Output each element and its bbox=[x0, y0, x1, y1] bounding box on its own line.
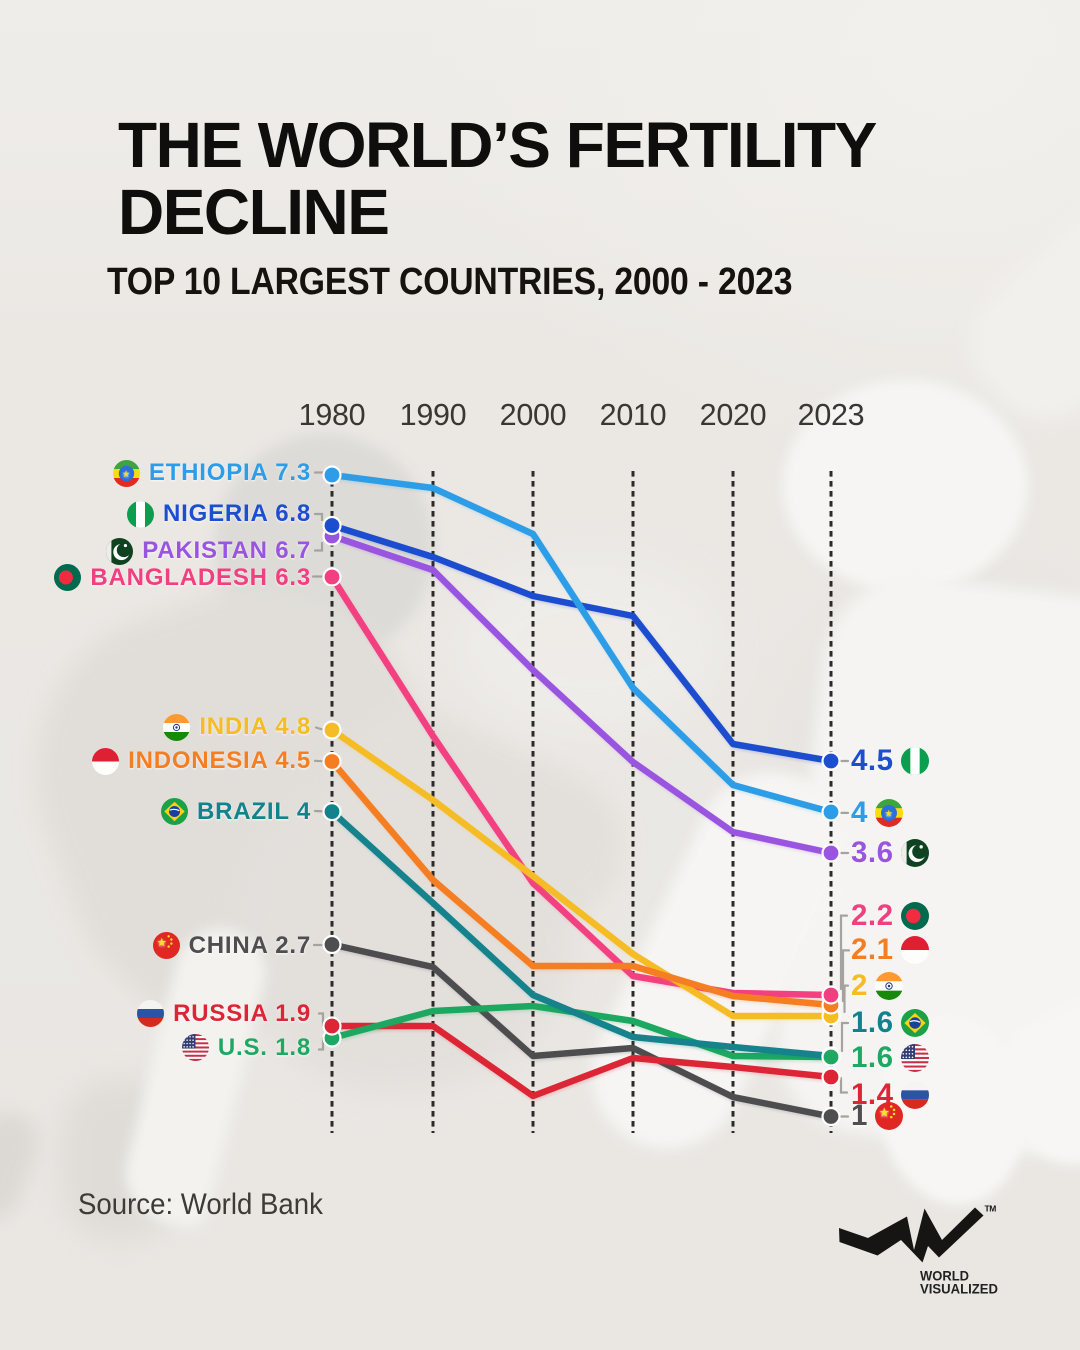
svg-text:1980: 1980 bbox=[299, 398, 366, 432]
svg-text:1990: 1990 bbox=[400, 398, 467, 432]
svg-text:2020: 2020 bbox=[700, 398, 767, 432]
svg-text:2010: 2010 bbox=[600, 398, 667, 432]
svg-text:WORLD: WORLD bbox=[920, 1268, 969, 1284]
svg-text:2023: 2023 bbox=[798, 398, 865, 432]
svg-text:TM: TM bbox=[985, 1204, 997, 1214]
svg-text:2000: 2000 bbox=[500, 398, 567, 432]
svg-text:★: ★ bbox=[122, 469, 130, 478]
svg-text:★: ★ bbox=[879, 1107, 889, 1119]
svg-text:VISUALIZED: VISUALIZED bbox=[920, 1281, 998, 1297]
svg-text:★: ★ bbox=[157, 938, 167, 949]
svg-text:★: ★ bbox=[885, 809, 893, 818]
